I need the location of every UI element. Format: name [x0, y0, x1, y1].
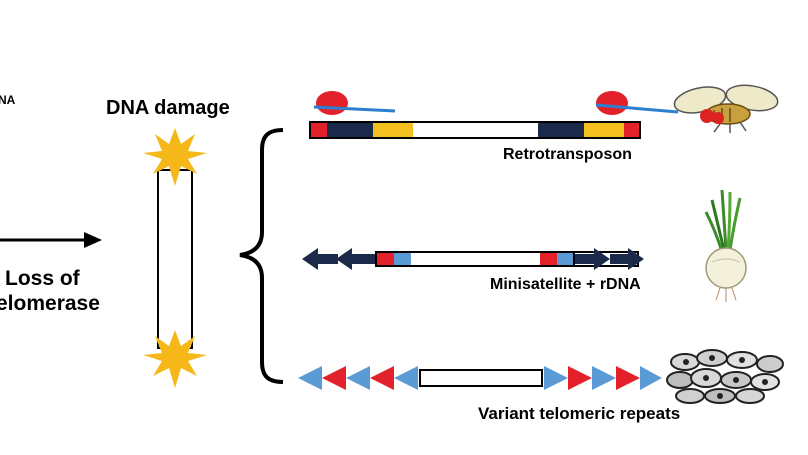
onion-icon — [704, 189, 747, 302]
damage-star-top — [143, 128, 207, 186]
damaged-chromosome — [157, 169, 193, 349]
minisatellite-bar — [302, 248, 644, 270]
loss-of-telomerase-label: Loss of elomerase — [0, 266, 100, 316]
retrotransposon-bar — [309, 121, 641, 139]
rna-polymerase-right — [595, 91, 679, 115]
variant-repeats-bar — [298, 366, 662, 390]
rna-polymerase-left — [313, 91, 396, 115]
corner-label-fragment: NA — [0, 93, 16, 107]
fly-icon — [673, 84, 779, 133]
minisatellite-label: Minisatellite + rDNA — [490, 276, 641, 293]
dna-damage-label: DNA damage — [106, 97, 230, 119]
loss-arrow — [0, 232, 102, 248]
variant-repeats-label: Variant telomeric repeats — [478, 404, 681, 423]
cells-icon — [666, 349, 784, 404]
loss-line-2: elomerase — [0, 292, 100, 315]
curly-brace — [239, 128, 284, 384]
loss-line-1: Loss of — [5, 267, 80, 290]
damage-star-bottom — [143, 330, 207, 388]
retrotransposon-label: Retrotransposon — [503, 146, 632, 163]
